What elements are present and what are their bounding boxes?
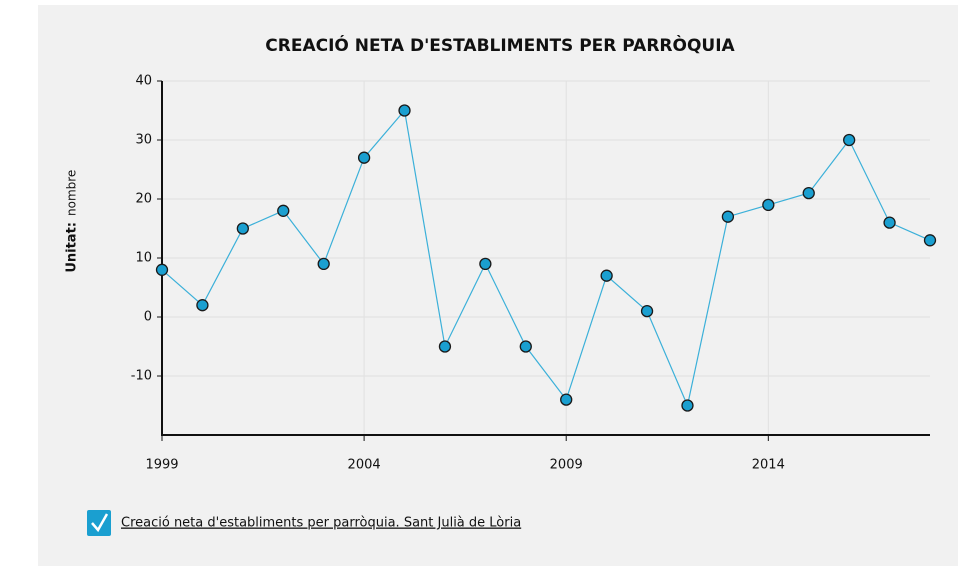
legend-checkbox[interactable] <box>87 510 111 536</box>
data-point <box>479 257 492 271</box>
panel <box>38 5 958 566</box>
data-point <box>317 257 330 271</box>
data-point <box>438 340 452 353</box>
data-point <box>843 133 856 147</box>
plot: -10 0 10 20 30 40 1999 2004 2009 2014 <box>131 74 937 473</box>
y-tick-label: 40 <box>135 74 152 89</box>
data-point <box>196 299 209 312</box>
data-point <box>398 104 411 117</box>
data-point <box>600 269 613 282</box>
series-line <box>161 109 931 408</box>
y-tick-label: 0 <box>144 310 152 325</box>
x-tick-label: 2014 <box>752 458 785 473</box>
checkmark <box>91 513 109 533</box>
data-point <box>762 198 775 212</box>
legend[interactable]: Creació neta d'establiments per parròqui… <box>87 510 521 536</box>
data-point <box>277 204 290 217</box>
data-point <box>519 340 532 353</box>
data-point <box>357 151 371 164</box>
y-tick-label: 10 <box>135 251 152 266</box>
y-label-value: nombre <box>65 170 79 216</box>
x-tick-label: 2004 <box>348 458 381 473</box>
y-tick-label: 30 <box>135 133 152 148</box>
data-point <box>236 222 249 235</box>
data-point <box>681 399 694 412</box>
y-tick-label: -10 <box>131 369 152 384</box>
data-point <box>721 210 735 223</box>
data-point <box>155 263 169 276</box>
data-point <box>883 216 896 229</box>
legend-label[interactable]: Creació neta d'establiments per parròqui… <box>121 516 521 531</box>
data-point <box>560 393 573 406</box>
y-label-key: Unitat: <box>65 222 80 273</box>
chart-title: CREACIÓ NETA D'ESTABLIMENTS PER PARRÒQUI… <box>265 34 735 56</box>
y-tick-label: 20 <box>135 192 152 207</box>
x-tick-label: 1999 <box>145 458 178 473</box>
x-tick-label: 2009 <box>550 458 583 473</box>
data-point <box>923 234 937 247</box>
data-point <box>802 186 815 200</box>
y-axis-label: Unitat: nombre <box>65 170 80 273</box>
data-point <box>640 304 654 318</box>
